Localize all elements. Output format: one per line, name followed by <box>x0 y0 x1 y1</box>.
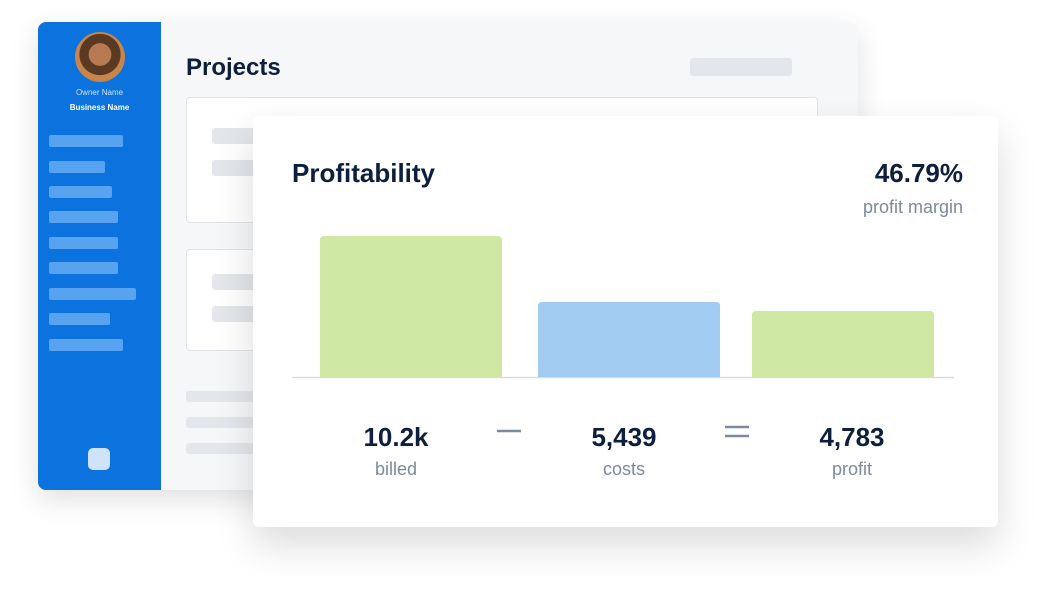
placeholder <box>186 443 266 454</box>
metric-value: 46.79% <box>875 158 963 188</box>
avatar <box>75 32 125 82</box>
value-label: 10.2k <box>363 422 429 452</box>
value-label: 4,783 <box>819 422 884 452</box>
nav-item[interactable] <box>49 237 118 249</box>
placeholder <box>186 417 266 428</box>
nav-item[interactable] <box>49 135 123 147</box>
nav-item[interactable] <box>49 161 105 173</box>
category-label: billed <box>375 459 417 479</box>
nav-item[interactable] <box>49 211 118 223</box>
bar <box>538 301 720 377</box>
chart-title: Profitability <box>292 158 436 188</box>
bar <box>320 236 502 377</box>
nav-item[interactable] <box>49 186 112 198</box>
nav-item[interactable] <box>49 288 136 300</box>
category-label: costs <box>603 459 645 479</box>
placeholder <box>690 58 792 76</box>
category-label: profit <box>832 459 872 479</box>
value-label: 5,439 <box>591 422 656 452</box>
logo <box>88 448 110 470</box>
chart: Profitability 46.79% profit margin 10.2k… <box>292 158 963 479</box>
sidebar: Owner Name Business Name <box>38 22 161 490</box>
bar <box>752 311 934 377</box>
business-name: Business Name <box>69 103 130 112</box>
nav-item[interactable] <box>49 313 110 325</box>
nav-item[interactable] <box>49 339 123 351</box>
owner-name: Owner Name <box>75 88 124 97</box>
profitability-card: Profitability 46.79% profit margin 10.2k… <box>253 116 998 527</box>
placeholder <box>186 391 266 402</box>
metric-label: profit margin <box>863 197 963 217</box>
projects-title: Projects <box>186 54 281 81</box>
nav-item[interactable] <box>49 262 118 274</box>
